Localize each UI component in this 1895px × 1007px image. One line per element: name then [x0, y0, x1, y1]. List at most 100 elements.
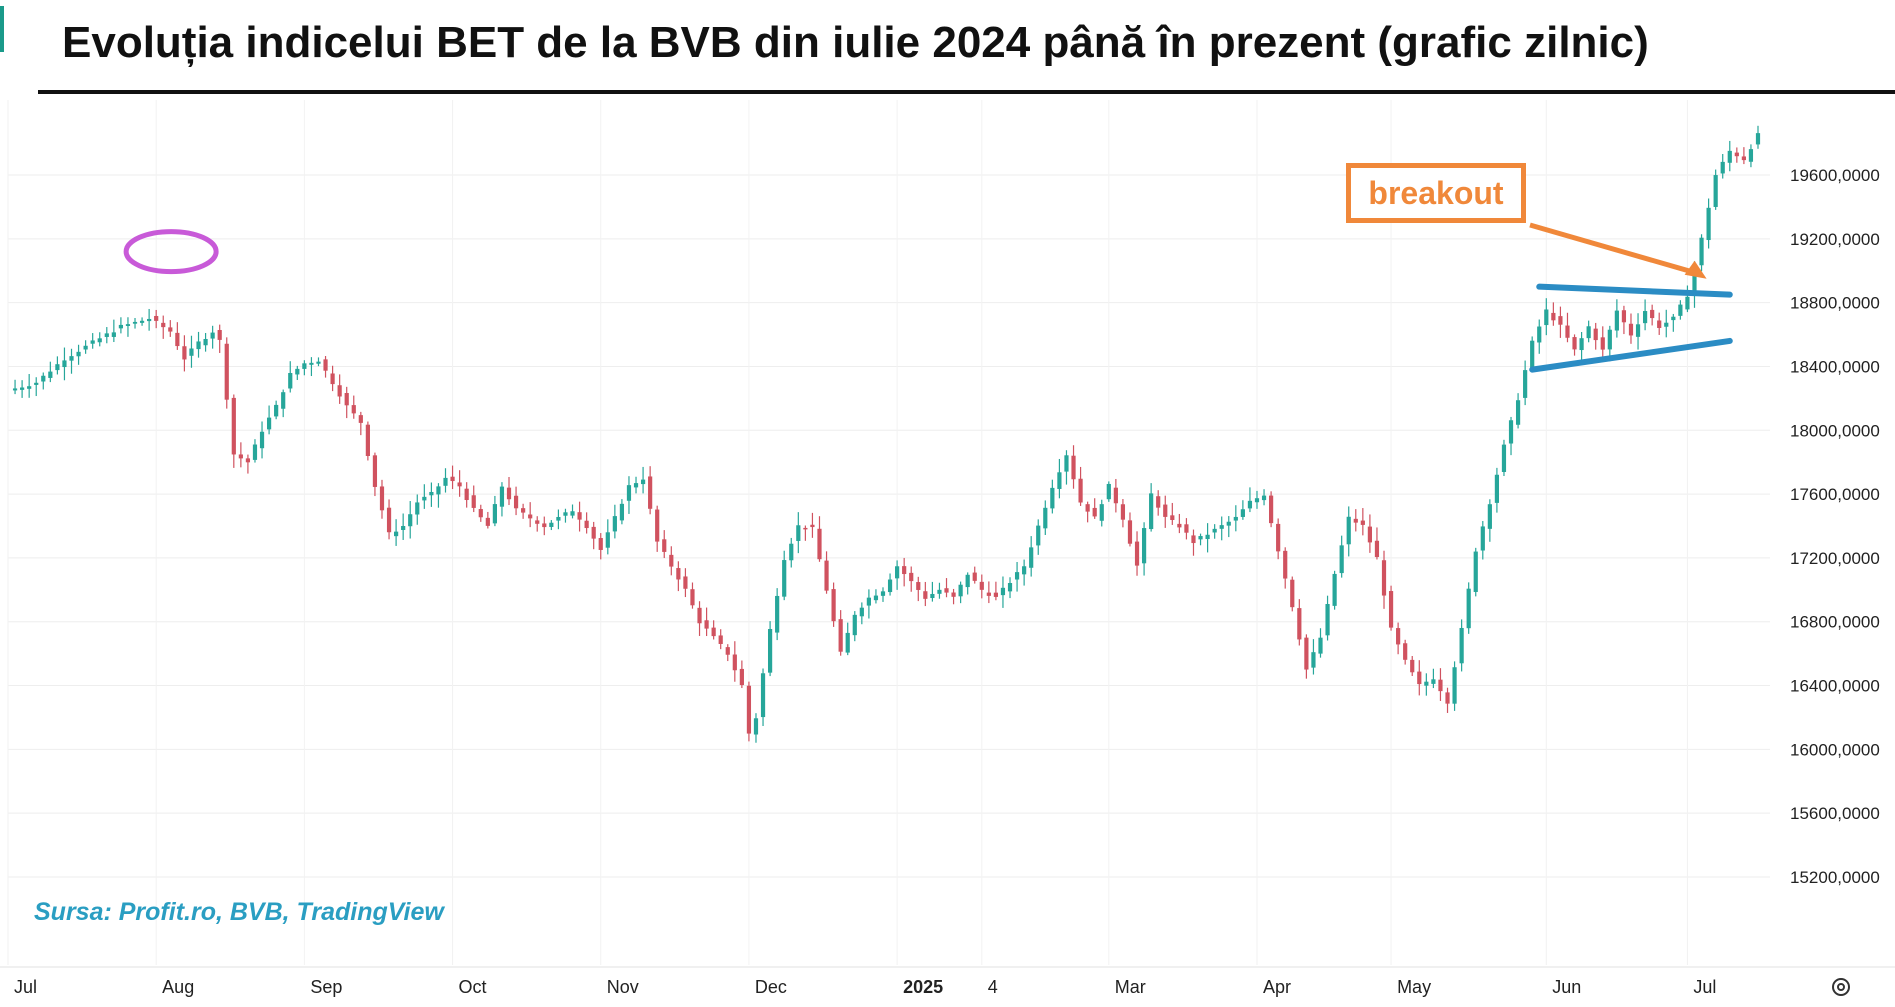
candle-body: [803, 527, 808, 530]
candle-body: [210, 332, 215, 339]
candle-body: [1459, 627, 1464, 664]
x-tick-label: Nov: [607, 977, 639, 997]
candle-body: [224, 343, 229, 400]
x-tick-label: Dec: [755, 977, 787, 997]
candle-body: [902, 566, 907, 575]
candle-body: [1558, 316, 1563, 325]
candle-body: [309, 362, 314, 365]
candle-body: [1614, 310, 1619, 331]
breakout-label: breakout: [1368, 174, 1504, 211]
candle-body: [12, 388, 18, 391]
candle-body: [478, 509, 483, 518]
candle-body: [1233, 516, 1238, 521]
candle-body: [767, 629, 773, 673]
candle-body: [1487, 504, 1492, 529]
candle-body: [111, 332, 116, 337]
candle-body: [1642, 311, 1648, 324]
candle-body: [422, 496, 427, 501]
candle-body: [1452, 667, 1457, 704]
y-tick-label: 18400,0000: [1790, 357, 1880, 376]
candle-body: [1000, 587, 1006, 596]
x-axis: Jul Aug Sep Oct Nov Dec 2025 4 Mar Apr May Jun Jul: [14, 977, 1716, 997]
candle-body: [1586, 326, 1591, 339]
candle-body: [895, 566, 900, 579]
candle-body: [97, 338, 102, 343]
candle-body: [245, 458, 251, 463]
candle-body: [471, 495, 476, 508]
candle-body: [436, 486, 441, 495]
y-tick-label: 19600,0000: [1790, 166, 1880, 185]
candle-body: [168, 327, 173, 332]
x-tick-label: Aug: [162, 977, 194, 997]
candle-body: [1247, 500, 1253, 509]
candle-body: [640, 479, 646, 485]
candle-body: [859, 607, 864, 617]
candle-body: [944, 588, 949, 593]
candle-body: [1445, 692, 1450, 704]
candle-body: [965, 574, 970, 588]
candle-body: [1276, 523, 1281, 552]
candle-body: [1621, 310, 1627, 323]
candle-body: [1022, 566, 1027, 575]
candle-body: [1699, 237, 1704, 266]
candle-body: [549, 522, 554, 527]
source-caption: Sursa: Profit.ro, BVB, TradingView: [34, 898, 444, 926]
y-tick-label: 17600,0000: [1790, 485, 1880, 504]
candle-body: [1283, 550, 1288, 579]
candle-body: [1092, 507, 1097, 517]
candle-body: [55, 364, 60, 371]
candle-body: [697, 607, 702, 624]
candle-body: [916, 582, 921, 590]
candle-body: [1748, 149, 1754, 162]
candle-body: [880, 591, 886, 596]
candle-body: [1050, 487, 1055, 509]
candle-body: [718, 635, 723, 644]
candle-body: [796, 525, 801, 541]
candle-body: [189, 348, 194, 356]
candle-body: [1720, 161, 1725, 174]
candle-body: [838, 619, 843, 652]
candle-body: [1431, 679, 1436, 684]
candle-body: [41, 375, 46, 382]
candle-body: [584, 520, 589, 529]
candle-body: [1438, 679, 1443, 692]
candle-body: [605, 532, 610, 548]
candle-body: [1579, 338, 1584, 351]
y-axis: 15200,0000 15600,0000 16000,0000 16400,0000…: [1790, 166, 1880, 887]
candle-body: [1318, 637, 1323, 654]
candle-body: [1664, 322, 1669, 327]
candle-body: [506, 487, 512, 500]
annotations: [123, 222, 1733, 373]
candle-body: [1650, 309, 1655, 319]
candle-body: [993, 592, 999, 597]
candle-body: [1304, 637, 1309, 670]
candle-body: [499, 486, 505, 507]
candle-body: [513, 495, 519, 509]
candle-body: [1727, 150, 1732, 163]
candle-body: [154, 315, 159, 321]
candle-body: [1692, 266, 1697, 295]
candle-body: [1565, 325, 1570, 338]
candle-body: [535, 520, 540, 524]
candle-body: [457, 482, 462, 487]
y-tick-label: 18800,0000: [1790, 294, 1880, 313]
candle-body: [725, 647, 730, 655]
candle-body: [887, 579, 893, 593]
candle-body: [986, 592, 991, 596]
candle-body: [1593, 328, 1598, 341]
candle-body: [1043, 507, 1048, 529]
gear-icon[interactable]: [1830, 976, 1852, 998]
y-tick-label: 16400,0000: [1790, 677, 1880, 696]
candle-body: [1106, 483, 1111, 500]
candle-body: [937, 589, 942, 594]
candle-body: [873, 595, 879, 601]
candle-body: [386, 507, 392, 533]
candle-body: [1600, 337, 1605, 350]
candle-body: [563, 512, 568, 516]
candle-body: [612, 516, 617, 532]
candle-body: [1388, 591, 1394, 628]
candle-body: [1191, 535, 1196, 544]
candle-body: [1156, 496, 1161, 508]
candle-body: [782, 560, 787, 597]
candle-body: [252, 444, 258, 460]
